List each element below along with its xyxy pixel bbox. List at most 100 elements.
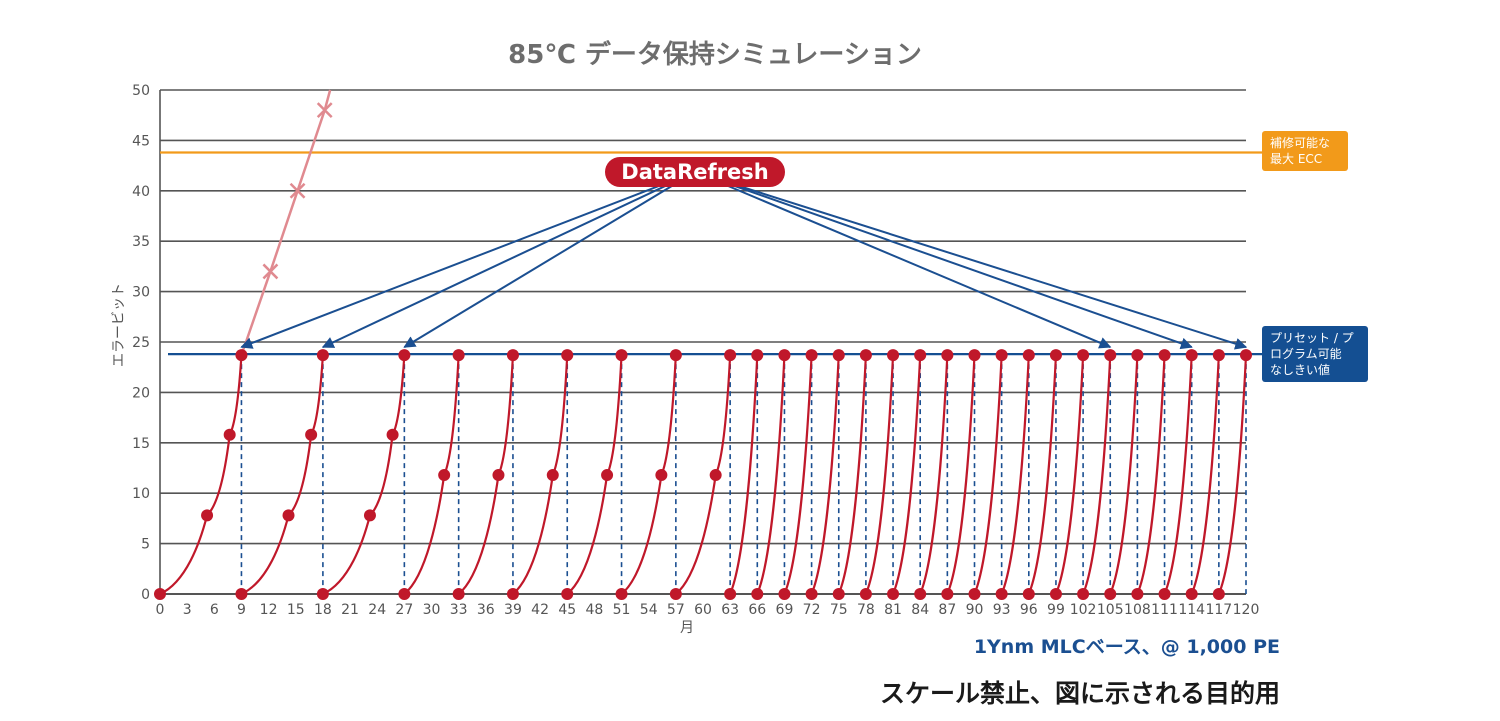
- refresh-arrow: [403, 171, 696, 348]
- retention-curve: [864, 355, 895, 595]
- x-tick-label: 39: [504, 602, 522, 618]
- retention-curve: [512, 355, 569, 595]
- data-point: [1158, 588, 1171, 600]
- y-tick-label: 0: [141, 587, 150, 603]
- data-point: [438, 469, 451, 482]
- x-tick-label: 96: [1020, 602, 1038, 618]
- y-tick-label: 50: [132, 83, 150, 99]
- data-point: [1077, 349, 1090, 362]
- retention-curve: [1082, 355, 1112, 595]
- retention-curve: [403, 355, 460, 595]
- x-tick-label: 18: [314, 602, 332, 618]
- y-tick-label: 45: [132, 133, 150, 149]
- preset-threshold-badge-line: ログラム可能: [1270, 347, 1342, 361]
- no-refresh-line: [240, 89, 332, 356]
- x-tick-label: 33: [450, 602, 468, 618]
- data-refresh-label: DataRefresh: [605, 157, 785, 187]
- x-tick-label: 66: [748, 602, 766, 618]
- x-tick-label: 78: [857, 602, 875, 618]
- data-point: [778, 588, 791, 600]
- chart-subtitle: 1Ynm MLCベース、@ 1,000 PE: [973, 636, 1280, 658]
- data-point: [805, 588, 818, 600]
- data-point: [941, 349, 954, 362]
- chart-disclaimer: スケール禁止、図に示される目的用: [879, 679, 1280, 708]
- retention-curve: [973, 355, 1003, 595]
- y-tick-label: 35: [132, 234, 150, 250]
- retention-curve: [946, 355, 976, 595]
- data-point: [941, 588, 954, 600]
- retention-curve: [1163, 355, 1193, 595]
- data-point: [709, 469, 722, 482]
- data-point: [1104, 349, 1117, 362]
- x-tick-label: 111: [1151, 602, 1178, 618]
- retention-curve: [1054, 355, 1085, 595]
- data-point: [316, 349, 329, 362]
- x-tick-label: 93: [993, 602, 1011, 618]
- retention-curve: [1217, 355, 1248, 595]
- data-point: [615, 349, 628, 362]
- data-point: [805, 349, 818, 362]
- data-point: [615, 588, 628, 600]
- x-tick-label: 24: [368, 602, 386, 618]
- x-tick-label: 69: [776, 602, 794, 618]
- chart-title: 85℃ データ保持シミュレーション: [508, 40, 922, 70]
- data-point: [223, 428, 236, 441]
- x-tick-label: 15: [287, 602, 305, 618]
- preset-threshold-badge-line: プリセット / プ: [1270, 331, 1354, 345]
- no-refresh-marker: [262, 263, 279, 280]
- x-tick-label: 21: [341, 602, 359, 618]
- x-tick-label: 30: [423, 602, 441, 618]
- data-point: [386, 428, 399, 441]
- x-tick-label: 27: [395, 602, 413, 618]
- retention-curve: [1109, 355, 1139, 595]
- retention-curve: [919, 355, 949, 595]
- x-tick-label: 87: [938, 602, 956, 618]
- data-point: [1049, 349, 1062, 362]
- retention-curve: [240, 355, 324, 596]
- data-point: [724, 588, 737, 600]
- x-tick-label: 81: [884, 602, 902, 618]
- data-point: [1049, 588, 1062, 600]
- retention-curve: [1000, 355, 1030, 595]
- y-tick-label: 40: [132, 184, 150, 200]
- data-point: [724, 349, 737, 362]
- retention-curve: [892, 355, 922, 595]
- data-point: [235, 588, 248, 600]
- data-point: [914, 349, 927, 362]
- x-tick-label: 114: [1178, 602, 1205, 618]
- refresh-arrow: [694, 171, 1112, 349]
- data-point: [1131, 349, 1144, 362]
- x-tick-label: 0: [156, 602, 165, 618]
- y-tick-label: 5: [141, 537, 150, 553]
- x-tick-label: 102: [1070, 602, 1097, 618]
- max-ecc-badge: 補修可能な 最大 ECC: [1262, 131, 1348, 171]
- no-refresh-marker: [316, 102, 333, 119]
- data-point: [995, 349, 1008, 362]
- refresh-arrow: [321, 171, 696, 349]
- x-tick-label: 120: [1233, 602, 1260, 618]
- data-point: [452, 349, 465, 362]
- data-point: [655, 469, 668, 482]
- data-point: [914, 588, 927, 600]
- data-point: [751, 349, 764, 362]
- x-axis-label: 月: [680, 620, 694, 636]
- y-tick-label: 10: [132, 486, 150, 502]
- no-refresh-marker: [289, 182, 306, 199]
- retention-curve: [1136, 355, 1166, 595]
- data-point: [859, 588, 872, 600]
- data-point: [492, 469, 505, 482]
- retention-curve: [729, 355, 759, 595]
- data-point: [669, 588, 682, 600]
- retention-curve: [837, 355, 867, 595]
- data-point: [1077, 588, 1090, 600]
- x-tick-label: 51: [613, 602, 631, 618]
- max-ecc-badge-line: 最大 ECC: [1270, 152, 1323, 166]
- retention-curve: [1027, 355, 1058, 595]
- x-tick-label: 99: [1047, 602, 1065, 618]
- data-point: [316, 588, 329, 600]
- retention-curve: [322, 355, 406, 596]
- data-point: [859, 349, 872, 362]
- data-point: [669, 349, 682, 362]
- data-point: [235, 349, 248, 362]
- data-point: [832, 588, 845, 600]
